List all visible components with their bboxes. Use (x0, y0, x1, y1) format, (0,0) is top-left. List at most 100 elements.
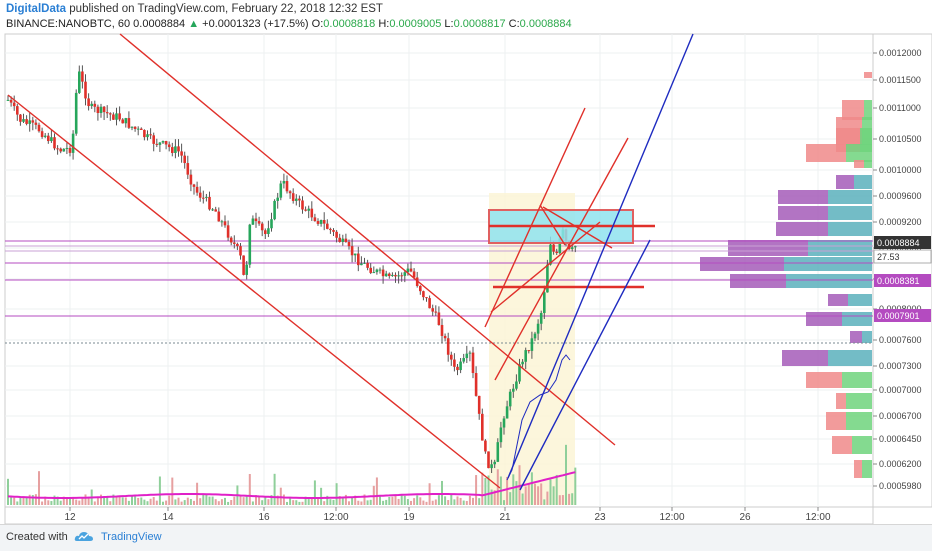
volume-bar (416, 495, 419, 505)
tradingview-link[interactable]: TradingView (101, 531, 162, 543)
price-tag-label: 0.0008381 (877, 276, 920, 286)
volume-bar (558, 495, 561, 505)
candle-body (242, 255, 245, 275)
candle-body (406, 268, 410, 273)
volume-profile-row (828, 350, 872, 366)
candle-body (183, 155, 186, 164)
candle-body (99, 106, 103, 114)
volume-bar (211, 496, 214, 505)
volume-bar (106, 495, 109, 505)
symbol-name: BINANCE:NANOBTC, 60 (6, 18, 131, 30)
candle-body (422, 291, 425, 298)
volume-bar (534, 483, 536, 505)
volume-profile-row (806, 312, 842, 326)
volume-bar (549, 479, 552, 505)
volume-bar (444, 496, 447, 505)
candle-body (391, 274, 394, 277)
level-lines (5, 240, 873, 344)
candle-body (233, 242, 236, 244)
candle-body (84, 81, 87, 99)
volume-bar (16, 501, 19, 505)
candle-body (19, 114, 22, 122)
volume-profile-row (784, 257, 872, 271)
price-scale[interactable] (872, 33, 932, 508)
volume-bar (481, 472, 484, 505)
volume-bar (295, 500, 298, 505)
candle-body (16, 106, 19, 115)
volume-bar (162, 501, 164, 505)
low-label: L: (444, 18, 454, 30)
volume-profile-row (826, 412, 846, 430)
price-tick-label: 0.0006450 (879, 434, 922, 444)
price-tag-bg (874, 309, 931, 322)
volume-profile-row (864, 160, 872, 168)
volume-profile-row (828, 222, 872, 236)
volume-bar (134, 496, 137, 505)
volume-bar (273, 473, 276, 505)
volume-bar (171, 477, 174, 505)
price-tick-label: 0.0011000 (879, 103, 921, 113)
trendline-drawings[interactable] (7, 33, 694, 491)
volume-bar (301, 501, 304, 505)
volume-bar (289, 496, 292, 505)
volume-bar (394, 495, 397, 505)
price-tick-label: 0.0007600 (879, 335, 922, 345)
author-link[interactable]: DigitalData (6, 3, 67, 15)
volume-bar (434, 499, 437, 505)
candle-body (68, 147, 72, 153)
volume-profile-row (730, 274, 786, 288)
price-tick-label: 0.0010500 (879, 134, 922, 144)
volume-bar (490, 489, 493, 505)
volume-bar (468, 495, 471, 505)
candle-body (102, 106, 106, 113)
candle-body (56, 148, 59, 150)
close-value: 0.0008884 (519, 18, 572, 30)
volume-bar (258, 495, 261, 505)
volume-bar (124, 497, 127, 505)
volume-bar (264, 497, 267, 505)
volume-bar (25, 496, 28, 505)
candle-body (12, 102, 16, 107)
volume-profile-row (848, 294, 872, 306)
volume-bar (22, 496, 25, 505)
volume-bar (140, 497, 143, 505)
price-tick-label: 0.0009600 (879, 191, 922, 201)
candle-body (394, 274, 397, 277)
volume-bar (385, 499, 388, 505)
candle-body (549, 244, 552, 265)
candle-body (118, 113, 121, 120)
candle-body (347, 241, 351, 247)
time-tick-label: 12:00 (805, 512, 830, 523)
volume-bar (503, 500, 505, 505)
time-scale[interactable] (4, 506, 874, 524)
price-tick-label: 0.0010000 (879, 165, 922, 175)
candle-body (313, 217, 317, 222)
trendline (542, 206, 613, 249)
candle-body (229, 237, 233, 243)
candle-body (412, 271, 416, 278)
tradingview-cloud-icon[interactable] (74, 529, 94, 545)
candle-body (316, 221, 320, 224)
volume-bar (571, 493, 574, 505)
candle-body (288, 191, 292, 194)
volume-bar (410, 500, 412, 505)
volume-bar (158, 476, 161, 505)
open-label: O: (311, 18, 324, 30)
volume-bar (310, 497, 313, 505)
price-tag-bg (874, 236, 931, 249)
chart-canvas[interactable]: 0.0012000 0.0011500 0.0011000 0.0010500 0.00… (0, 0, 932, 524)
volume-bar (205, 494, 208, 505)
volume-bar (233, 496, 236, 505)
volume-profile-row (854, 160, 864, 168)
candle-body (381, 269, 385, 277)
candle-body (471, 352, 475, 374)
volume-bar (87, 496, 90, 505)
candle-body (524, 350, 527, 362)
candle-body (484, 440, 487, 452)
volume-bar (143, 499, 146, 505)
volume-bar (282, 494, 285, 505)
volume-bar (109, 501, 112, 505)
volume-bar (304, 496, 307, 505)
candle-body (217, 211, 221, 222)
candle-body (180, 151, 183, 156)
